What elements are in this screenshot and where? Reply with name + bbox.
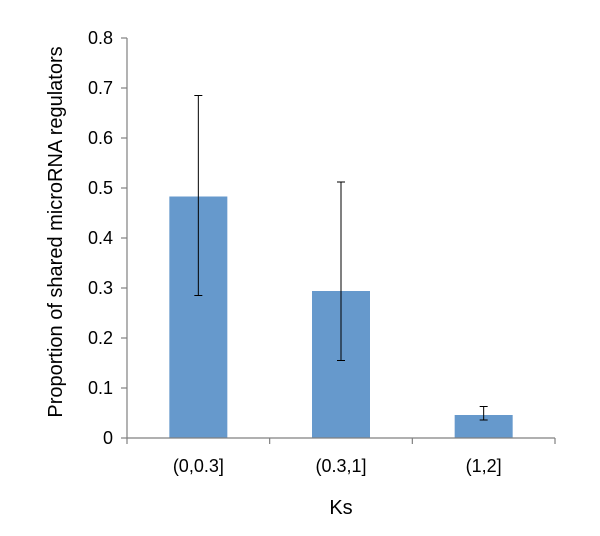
y-tick-label: 0 — [103, 428, 113, 448]
y-tick-label: 0.4 — [88, 228, 113, 248]
x-tick-label: (0.3,1] — [315, 456, 366, 476]
x-tick-label: (1,2] — [466, 456, 502, 476]
error-bar — [194, 95, 203, 296]
y-tick-label: 0.6 — [88, 128, 113, 148]
x-tick-label: (0,0.3] — [173, 456, 224, 476]
y-tick-label: 0.2 — [88, 328, 113, 348]
error-bars — [194, 95, 488, 421]
y-tick-label: 0.5 — [88, 178, 113, 198]
y-axis-ticks: 0 0.1 0.2 0.3 0.4 0.5 0.6 0.7 0.8 — [88, 28, 127, 448]
x-axis-title: Ks — [329, 497, 352, 519]
bar — [454, 415, 513, 438]
y-tick-label: 0.1 — [88, 378, 113, 398]
error-bar — [479, 406, 488, 421]
y-tick-label: 0.3 — [88, 278, 113, 298]
y-axis-title: Proportion of shared microRNA regulators — [45, 46, 67, 417]
y-tick-label: 0.7 — [88, 78, 113, 98]
error-bar — [337, 181, 345, 361]
x-axis-ticks: (0,0.3] (0.3,1] (1,2] — [126, 438, 556, 476]
y-tick-label: 0.8 — [88, 28, 113, 48]
